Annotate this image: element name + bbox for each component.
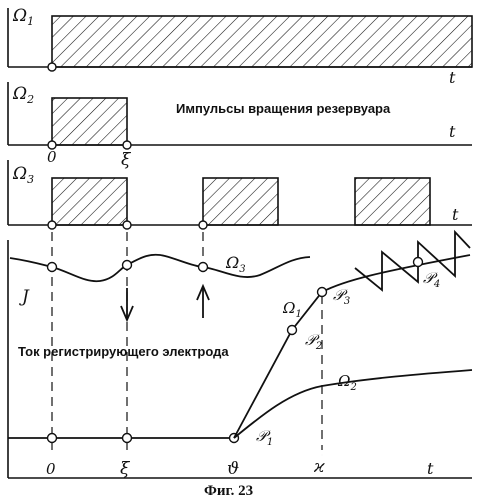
omega2-point-xi xyxy=(123,141,131,149)
current-y-label: J xyxy=(19,287,30,307)
omega3-pulse-1 xyxy=(52,178,127,225)
omega2-pulse xyxy=(52,98,127,145)
omega3-point-2 xyxy=(123,221,131,229)
point-p3 xyxy=(318,288,327,297)
wave-point-xi xyxy=(123,261,132,270)
tick-kappa: ϰ xyxy=(313,457,325,477)
down-arrow xyxy=(121,288,133,320)
wave-point-pulse xyxy=(199,263,208,272)
up-arrow xyxy=(197,286,209,318)
current-t-label: t xyxy=(427,459,434,478)
panel-current: 0 ξ ϑ ϰ t J Ток регистрирующего электрод… xyxy=(8,232,472,479)
omega2-t-label: t xyxy=(449,122,456,141)
omega1-pulse xyxy=(52,16,472,67)
point-p4-label: 𝒫4 xyxy=(423,269,440,290)
baseline-point-0 xyxy=(48,434,57,443)
branch-omega2-label: Ω2 xyxy=(337,372,357,393)
point-p1-label: 𝒫1 xyxy=(256,427,273,448)
omega2-label: Ω2 xyxy=(12,84,34,106)
branch-omega1-label: Ω1 xyxy=(282,299,302,320)
omega3-point-1 xyxy=(48,221,56,229)
omega1-t-label: t xyxy=(449,68,456,87)
omega1-label: Ω1 xyxy=(12,6,34,28)
omega1-start-point xyxy=(48,63,56,71)
tick-0: 0 xyxy=(46,460,56,478)
panel-omega3: Ω3 t xyxy=(8,160,472,229)
omega3-sawtooth xyxy=(355,232,470,290)
pulses-title: Импульсы вращения резервуара xyxy=(176,101,391,116)
omega3-pulse-2 xyxy=(203,178,278,225)
wave-omega3-label: Ω3 xyxy=(225,253,246,275)
panel-omega1: Ω1 t xyxy=(8,6,472,87)
omega2-tick-xi: ξ xyxy=(121,150,132,170)
tick-theta: ϑ xyxy=(227,459,239,479)
omega2-branch-curve xyxy=(234,370,472,438)
wave-point-0 xyxy=(48,263,57,272)
omega2-tick-0: 0 xyxy=(47,148,57,166)
point-p4 xyxy=(414,258,423,267)
figure-caption: Фиг. 23 xyxy=(204,483,253,499)
tick-xi: ξ xyxy=(120,459,131,479)
omega3-point-3 xyxy=(199,221,207,229)
omega3-t-label: t xyxy=(452,205,459,224)
omega3-label: Ω3 xyxy=(12,164,34,186)
baseline-point-xi xyxy=(123,434,132,443)
point-p3-label: 𝒫3 xyxy=(333,286,350,307)
point-p2-label: 𝒫2 xyxy=(305,331,322,352)
omega3-pulse-3 xyxy=(355,178,430,225)
current-title: Ток регистрирующего электрода xyxy=(18,344,229,359)
point-p2 xyxy=(288,326,297,335)
panel-omega2: Ω2 0 ξ t Импульсы вращения резервуара xyxy=(8,82,472,170)
